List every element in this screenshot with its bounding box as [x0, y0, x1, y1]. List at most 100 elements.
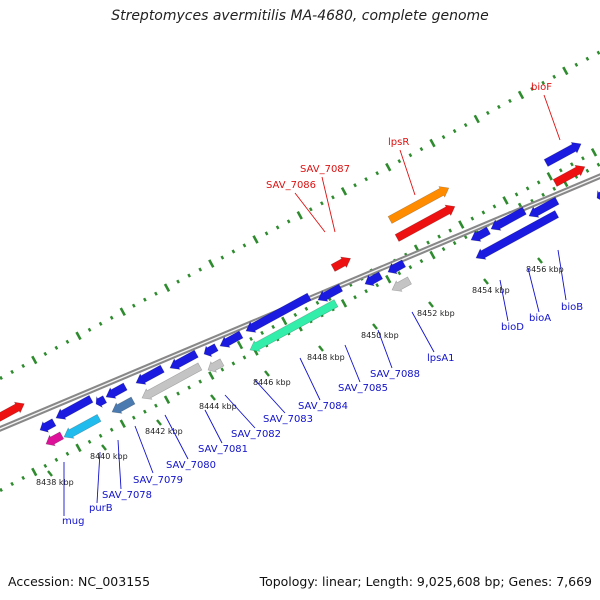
scale-tick	[101, 444, 107, 451]
tick-mark	[473, 114, 480, 124]
tick-mark	[429, 250, 436, 260]
tick-mark	[385, 162, 392, 172]
tick-mark	[517, 90, 525, 100]
tick-mark	[585, 56, 590, 61]
tick-mark	[470, 216, 475, 221]
tick-mark	[514, 192, 519, 197]
tick-mark	[154, 291, 158, 296]
scale-tick	[47, 470, 53, 477]
tick-mark	[31, 355, 38, 365]
tick-mark	[419, 259, 424, 264]
tick-mark	[353, 295, 357, 300]
tick-mark	[546, 172, 553, 181]
tick-mark	[437, 234, 441, 239]
gene-bioD-1	[470, 226, 491, 242]
gene-bioA-2	[475, 210, 560, 260]
tick-mark	[131, 415, 136, 420]
tick-mark	[596, 162, 600, 167]
label-leader	[294, 192, 326, 233]
tick-mark	[293, 312, 298, 317]
tick-mark	[463, 122, 468, 128]
label-leader	[499, 279, 509, 322]
tick-mark	[536, 180, 541, 185]
gene-label: SAV_7078	[102, 490, 152, 501]
tick-mark	[98, 321, 103, 326]
scale-tick	[318, 345, 324, 352]
tick-mark	[429, 138, 436, 148]
scale-label: 8442 kbp	[145, 427, 183, 436]
tick-mark	[441, 134, 446, 140]
tick-mark	[109, 427, 114, 432]
label-leader	[117, 439, 122, 490]
gene-label: bioF	[531, 82, 552, 93]
tick-mark	[419, 147, 424, 152]
tick-mark	[481, 210, 486, 215]
tick-mark	[408, 153, 413, 158]
tick-mark	[397, 271, 402, 276]
label-leader	[96, 451, 101, 504]
gene-sav7086	[330, 256, 352, 272]
tick-mark	[552, 186, 557, 191]
gene-label: SAV_7081	[198, 444, 248, 455]
tick-mark	[87, 327, 92, 332]
tick-mark	[249, 336, 253, 342]
tick-mark	[143, 297, 147, 302]
gene-label: SAV_7087	[300, 164, 350, 175]
tick-mark	[242, 355, 247, 360]
tick-mark	[119, 419, 126, 429]
tick-mark	[231, 361, 236, 366]
label-leader	[164, 414, 189, 460]
tick-mark	[441, 246, 446, 252]
tick-mark	[43, 463, 48, 468]
tick-mark	[119, 307, 126, 317]
tick-mark	[21, 475, 26, 480]
tick-mark	[176, 391, 180, 396]
gene-sav7079-2	[111, 396, 136, 414]
label-leader	[299, 357, 321, 401]
tick-mark	[596, 50, 600, 55]
tick-mark	[364, 289, 369, 294]
tick-mark	[452, 128, 457, 134]
gene-label: SAV_7083	[263, 414, 313, 425]
tick-mark	[320, 201, 324, 206]
label-leader	[204, 409, 223, 444]
tick-mark	[109, 315, 114, 320]
tick-mark	[0, 487, 3, 493]
tick-mark	[198, 267, 203, 272]
gene-sav7078	[105, 382, 128, 399]
scale-tick	[483, 278, 489, 285]
tick-mark	[304, 306, 309, 311]
gene-bioF-2	[552, 164, 586, 187]
gene-sav7081	[203, 343, 219, 358]
tick-mark	[31, 467, 38, 477]
tick-mark	[502, 196, 509, 205]
tick-mark	[353, 183, 357, 188]
tick-mark	[558, 168, 563, 173]
gene-sav7088	[364, 271, 384, 287]
tick-mark	[208, 259, 215, 268]
tick-mark	[340, 298, 348, 308]
label-leader	[254, 379, 286, 414]
gene-lpsA1-2	[391, 276, 412, 292]
gene-sav7079	[135, 364, 165, 385]
tick-mark	[426, 240, 430, 245]
gene-sav7080	[169, 349, 199, 370]
label-leader	[377, 329, 393, 369]
tick-mark	[485, 110, 490, 116]
scale-label: 8454 kbp	[472, 286, 510, 295]
label-leader	[399, 149, 416, 196]
tick-mark	[463, 234, 468, 240]
label-leader	[543, 94, 561, 141]
tick-mark	[497, 104, 501, 110]
scale-tick	[372, 323, 378, 330]
gene-label: bioA	[529, 313, 551, 324]
tick-mark	[590, 147, 598, 157]
tick-mark	[375, 283, 380, 288]
gene-left-red	[0, 401, 25, 422]
tick-mark	[331, 195, 335, 200]
tick-mark	[340, 186, 348, 196]
tick-mark	[296, 211, 303, 220]
label-leader	[134, 425, 154, 474]
tick-mark	[21, 363, 26, 368]
